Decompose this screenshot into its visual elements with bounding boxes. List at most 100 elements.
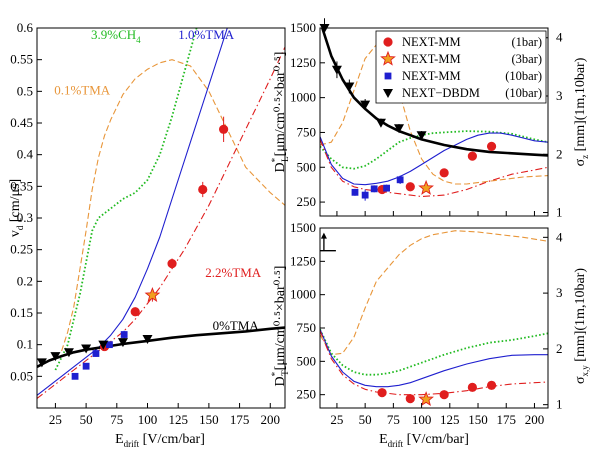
- data-point-triangle-down: [360, 100, 371, 110]
- data-point-square: [361, 191, 369, 199]
- data-point-square: [92, 350, 100, 357]
- y-tick-label: 1000: [290, 90, 316, 105]
- x-tick-label: 100: [138, 412, 158, 427]
- legend-marker-star: [380, 50, 396, 66]
- transverse-diffusion-x-label: Edrift [V/cm/bar]: [379, 432, 469, 449]
- y-tick-label: 1000: [290, 287, 316, 302]
- data-point-circle: [486, 141, 497, 151]
- transverse-diffusion-axes: [319, 227, 549, 409]
- y-tick-label: 500: [297, 353, 317, 368]
- y-tick-label: 0.3: [17, 210, 33, 225]
- data-point-square: [120, 331, 128, 338]
- data-point-circle: [377, 388, 387, 398]
- y-tick-label: 750: [297, 124, 317, 139]
- y-tick-label: 0.1: [17, 337, 33, 352]
- data-point-square: [71, 372, 79, 380]
- curve-label-4: 0%TMA: [213, 318, 260, 333]
- y2-tick-label: 3: [556, 88, 563, 103]
- y-tick-label: 1500: [290, 20, 316, 35]
- x-tick-label: 75: [110, 412, 123, 427]
- x-tick-label: 175: [230, 412, 250, 427]
- data-point-triangle-down: [416, 131, 427, 141]
- legend-entry-note: (3bar): [511, 52, 542, 66]
- data-point-square: [82, 362, 90, 370]
- series-line-0: [320, 230, 548, 356]
- data-point-circle: [405, 394, 415, 404]
- series-line-1: [320, 130, 548, 170]
- x-tick-label: 50: [359, 412, 372, 427]
- legend-marker-circle: [383, 37, 393, 47]
- data-point-triangle-down: [36, 358, 47, 368]
- y2-tick-label: 4: [556, 30, 563, 45]
- data-point-square: [383, 184, 390, 192]
- y-tick-label: 750: [297, 320, 317, 335]
- drift-velocity-chart: 0.05 0.1 0.15 0.2 0.25 0.3 0.35 0.4 0.45 0.5 0.55 0…: [8, 20, 286, 449]
- series-line-3: [320, 139, 548, 198]
- plot-frame: [319, 27, 549, 217]
- x-tick-label: 125: [440, 412, 460, 427]
- y-tick-label: 500: [297, 159, 317, 174]
- y-tick-label: 1500: [290, 220, 316, 235]
- longitudinal-diffusion-curves: [320, 28, 548, 198]
- data-point-circle: [405, 182, 415, 192]
- drift-velocity-annotations: 3.9%CH4 1.0%TMA 0.1%TMA 2.2%TMA 0%TMA: [54, 27, 262, 333]
- data-point-circle: [486, 380, 497, 390]
- y-tick-label: 0.15: [10, 305, 33, 320]
- x-tick-label: 200: [261, 412, 281, 427]
- y2-tick-label: 1: [556, 205, 563, 220]
- arrow-marker-head: [320, 232, 327, 239]
- data-point-triangle-down: [63, 348, 74, 358]
- data-point-star: [418, 179, 434, 195]
- data-point-triangle-down: [81, 344, 92, 354]
- legend-entry-label: NEXT−DBDM: [402, 86, 480, 100]
- drift-velocity-curves: [37, 28, 285, 399]
- y-tick-label: 0.25: [10, 242, 33, 257]
- series-line-2: [320, 329, 548, 388]
- y-tick-label: 0.2: [17, 273, 33, 288]
- data-point-triangle-down: [50, 352, 61, 362]
- series-line-1: [320, 328, 548, 376]
- transverse-diffusion-ticks: 250 500 750 1000 1250 1500 25 50 75 100 125 150 175 2…: [290, 220, 563, 427]
- x-tick-label: 100: [412, 412, 432, 427]
- x-tick-label: 175: [496, 412, 516, 427]
- y-tick-label: 250: [297, 194, 317, 209]
- longitudinal-diffusion-axes: [319, 27, 549, 217]
- series-line-1: [54, 28, 198, 371]
- x-tick-label: 75: [387, 412, 400, 427]
- data-point-triangle-down: [117, 338, 128, 348]
- y-tick-label: 0.05: [10, 368, 33, 383]
- data-point-triangle-down: [98, 340, 109, 350]
- legend-entry-label: NEXT-MM: [402, 52, 461, 66]
- x-tick-label: 200: [525, 412, 545, 427]
- legend-marker-triangle-down: [383, 89, 393, 98]
- y-tick-label: 0.4: [17, 147, 34, 162]
- data-point-circle: [439, 390, 449, 400]
- drift-velocity-y-label: vd [cm/μs]: [8, 179, 25, 237]
- y-tick-label: 1250: [290, 55, 316, 70]
- y-tick-label: 0.6: [17, 20, 34, 35]
- plot-frame: [319, 227, 549, 409]
- curve-label-3: 2.2%TMA: [205, 265, 262, 280]
- data-point-circle: [167, 259, 177, 269]
- x-tick-label: 150: [468, 412, 488, 427]
- data-point-circle: [130, 307, 140, 317]
- x-tick-label: 25: [330, 412, 343, 427]
- legend-entry-label: NEXT-MM: [402, 35, 461, 49]
- longitudinal-sigma-y2-label: σz [mm](1m,10bar): [573, 57, 590, 166]
- data-point-circle: [219, 124, 229, 134]
- transverse-sigma-y2-label: σx,y [mm](1m,10bar): [573, 268, 590, 384]
- drift-velocity-x-label: Edrift [V/cm/bar]: [115, 432, 205, 449]
- y2-tick-label: 2: [556, 146, 563, 161]
- legend-entry-note: (10bar): [505, 69, 542, 83]
- data-point-star: [144, 287, 161, 302]
- x-tick-label: 25: [49, 412, 62, 427]
- legend-marker-square: [384, 72, 392, 80]
- curve-label-1: 1.0%TMA: [178, 27, 235, 42]
- y2-tick-label: 4: [556, 229, 563, 244]
- y-tick-label: 0.45: [10, 115, 33, 130]
- series-line-0: [320, 44, 548, 185]
- longitudinal-diffusion-ticks: 250 500 750 1000 1250 1500 1 2 3 4: [290, 20, 563, 220]
- transverse-diffusion-curves: [320, 230, 548, 396]
- y-tick-label: 0.5: [17, 83, 33, 98]
